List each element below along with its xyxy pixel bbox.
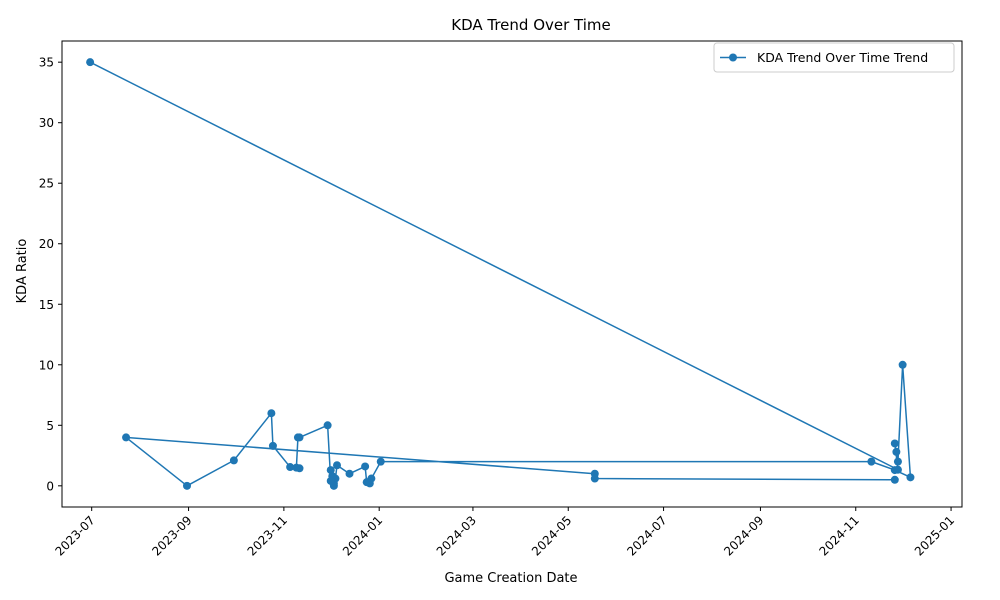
kda-data-point — [267, 409, 276, 418]
kda-data-point — [867, 457, 876, 466]
kda-data-point — [590, 474, 599, 483]
kda-data-point — [323, 421, 332, 430]
legend-entry-label: KDA Trend Over Time Trend — [757, 50, 928, 65]
y-tick-label: 5 — [46, 419, 54, 433]
y-axis-label: KDA Ratio — [15, 239, 30, 304]
kda-data-point — [893, 457, 902, 466]
kda-data-point — [183, 481, 191, 490]
legend-marker-swatch — [729, 53, 737, 62]
kda-data-point — [268, 441, 277, 450]
kda-data-point — [333, 461, 341, 470]
kda-data-point — [229, 456, 238, 465]
chart-title: KDA Trend Over Time — [451, 16, 611, 34]
kda-data-point — [295, 464, 304, 473]
y-tick-label: 0 — [46, 479, 54, 493]
legend-box — [713, 42, 955, 73]
x-axis-label: Game Creation Date — [444, 571, 577, 586]
plot-frame — [61, 40, 963, 508]
y-tick-label: 35 — [39, 56, 54, 70]
legend: KDA Trend Over Time Trend — [713, 42, 955, 73]
y-tick-label: 20 — [39, 237, 54, 251]
y-tick-label: 30 — [39, 116, 54, 130]
kda-data-point — [362, 478, 371, 487]
kda-data-point — [890, 475, 899, 484]
kda-data-point — [906, 473, 915, 482]
y-tick-label: 25 — [39, 177, 54, 191]
kda-data-point — [376, 457, 385, 466]
kda-data-point — [122, 433, 131, 442]
kda-data-point — [890, 439, 899, 448]
y-tick-label: 10 — [39, 358, 54, 372]
y-tick-label: 15 — [39, 298, 54, 312]
kda-data-point — [293, 433, 302, 442]
kda-data-point — [890, 466, 899, 475]
kda-data-point — [86, 58, 95, 67]
kda-data-point — [326, 466, 335, 475]
kda-data-point — [898, 360, 907, 369]
kda-data-point — [286, 463, 295, 472]
kda-data-point — [361, 462, 370, 471]
kda-data-point — [345, 469, 354, 478]
kda-data-point — [892, 447, 901, 456]
kda-data-point — [326, 476, 335, 485]
